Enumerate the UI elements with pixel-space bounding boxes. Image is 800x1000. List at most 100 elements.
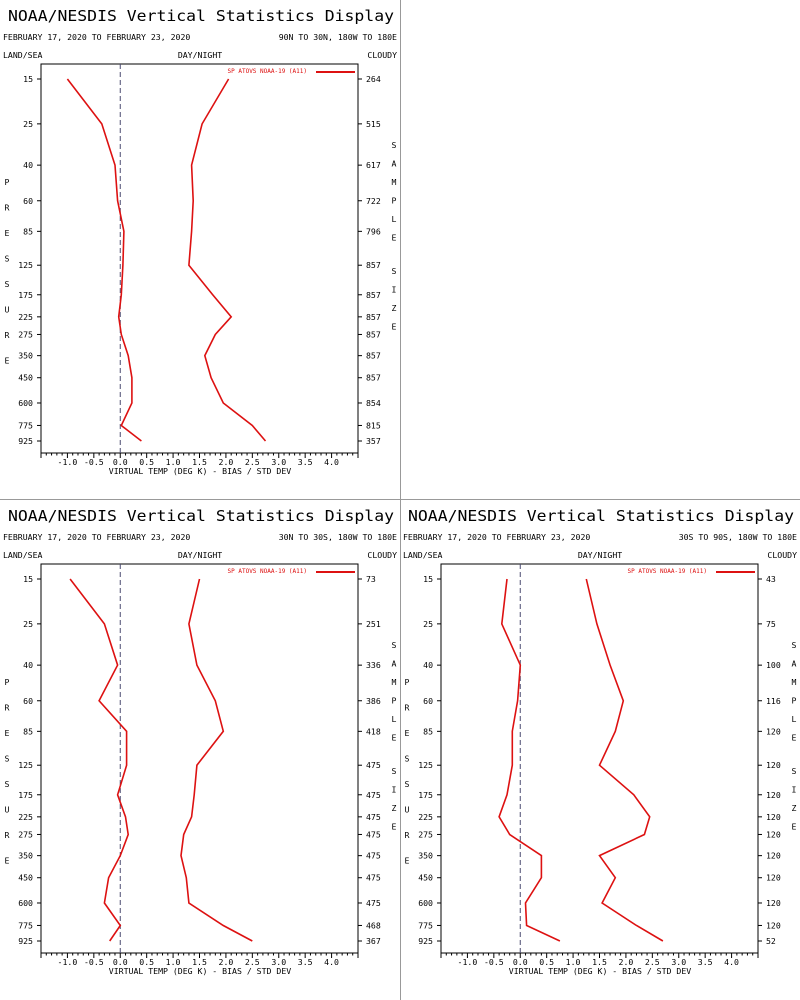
pressure-tick-label: 450 bbox=[18, 373, 33, 383]
x-tick-label: -0.5 bbox=[484, 957, 504, 967]
x-tick-label: 3.0 bbox=[271, 957, 286, 967]
x-tick-label: 2.5 bbox=[245, 957, 260, 967]
pressure-tick-label: 25 bbox=[423, 619, 433, 629]
pressure-axis-letter: E bbox=[5, 856, 10, 866]
x-tick-label: 0.0 bbox=[113, 457, 128, 467]
x-tick-label: 3.5 bbox=[298, 957, 313, 967]
sample-axis-letter: Z bbox=[392, 803, 397, 813]
pressure-axis-letter: R bbox=[405, 703, 410, 713]
sample-size-label: 120 bbox=[766, 851, 781, 861]
pressure-axis-letter: E bbox=[5, 356, 10, 366]
sample-axis-letter: A bbox=[392, 159, 397, 169]
sample-axis-letter: P bbox=[392, 196, 397, 206]
sample-axis-letter: P bbox=[792, 696, 797, 706]
sample-size-label: 386 bbox=[366, 696, 381, 706]
sample-size-label: 475 bbox=[366, 790, 381, 800]
x-tick-label: 0.0 bbox=[113, 957, 128, 967]
sample-axis-letter: L bbox=[392, 714, 397, 724]
pressure-tick-label: 600 bbox=[18, 398, 33, 408]
sample-axis-letter: Z bbox=[792, 803, 797, 813]
pressure-tick-label: 275 bbox=[18, 829, 33, 839]
sample-size-label: 75 bbox=[766, 619, 776, 629]
sample-size-label: 857 bbox=[366, 351, 381, 361]
pressure-axis-letter: R bbox=[5, 830, 10, 840]
pressure-tick-label: 175 bbox=[418, 790, 433, 800]
x-tick-label: -1.0 bbox=[458, 957, 478, 967]
pressure-tick-label: 275 bbox=[18, 329, 33, 339]
pressure-axis-letter: S bbox=[405, 754, 410, 764]
pressure-axis-letter: R bbox=[405, 830, 410, 840]
x-tick-label: 0.5 bbox=[539, 957, 554, 967]
legend-label: SP ATOVS NOAA-19 (A11) bbox=[228, 68, 307, 75]
pressure-axis-letter: S bbox=[5, 254, 10, 264]
sample-axis-letter: L bbox=[392, 214, 397, 224]
pressure-tick-label: 15 bbox=[423, 574, 433, 584]
sample-axis-letter: M bbox=[792, 677, 797, 687]
sample-size-label: 857 bbox=[366, 260, 381, 270]
plot-frame bbox=[40, 63, 359, 454]
land-sea-label: LAND/SEA bbox=[3, 550, 43, 560]
std-dev-line bbox=[585, 578, 664, 942]
pressure-tick-label: 775 bbox=[18, 920, 33, 930]
x-tick-label: 0.5 bbox=[139, 957, 154, 967]
sample-size-label: 120 bbox=[766, 790, 781, 800]
sample-size-label: 116 bbox=[766, 696, 781, 706]
pressure-axis-letter: U bbox=[5, 805, 10, 815]
pressure-tick-label: 60 bbox=[23, 696, 33, 706]
x-tick-label: 0.5 bbox=[139, 457, 154, 467]
chart-panel-tropics: NOAA/NESDIS Vertical Statistics Display F… bbox=[0, 500, 400, 1000]
sample-size-label: 475 bbox=[366, 760, 381, 770]
sample-axis-letter: A bbox=[392, 659, 397, 669]
sample-size-label: 815 bbox=[366, 420, 381, 430]
sample-size-label: 100 bbox=[766, 660, 781, 670]
pressure-tick-label: 775 bbox=[18, 420, 33, 430]
pressure-tick-label: 275 bbox=[418, 829, 433, 839]
pressure-tick-label: 450 bbox=[18, 873, 33, 883]
sample-size-label: 515 bbox=[366, 119, 381, 129]
sample-axis-letter: M bbox=[392, 177, 397, 187]
date-range: FEBRUARY 17, 2020 TO FEBRUARY 23, 2020 bbox=[403, 532, 590, 542]
sample-axis-letter: S bbox=[392, 766, 397, 776]
sample-size-label: 251 bbox=[366, 619, 381, 629]
sample-size-label: 357 bbox=[366, 436, 381, 446]
sample-axis-letter: E bbox=[392, 233, 397, 243]
pressure-tick-label: 350 bbox=[18, 351, 33, 361]
day-night-label: DAY/NIGHT bbox=[578, 550, 622, 560]
sample-size-label: 722 bbox=[366, 196, 381, 206]
pressure-axis-letter: P bbox=[5, 677, 10, 687]
sample-size-label: 475 bbox=[366, 851, 381, 861]
sample-size-label: 52 bbox=[766, 936, 776, 946]
sample-size-label: 120 bbox=[766, 760, 781, 770]
pressure-tick-label: 225 bbox=[18, 312, 33, 322]
pressure-tick-label: 175 bbox=[18, 290, 33, 300]
sample-axis-letter: E bbox=[392, 822, 397, 832]
sample-size-label: 73 bbox=[366, 574, 376, 584]
x-tick-label: 3.0 bbox=[271, 457, 286, 467]
sample-size-label: 120 bbox=[766, 812, 781, 822]
x-tick-label: 2.0 bbox=[219, 457, 234, 467]
pressure-axis-letter: S bbox=[405, 779, 410, 789]
sample-size-label: 857 bbox=[366, 290, 381, 300]
sample-size-label: 617 bbox=[366, 160, 381, 170]
x-tick-label: 2.0 bbox=[619, 957, 634, 967]
land-sea-label: LAND/SEA bbox=[3, 50, 43, 60]
legend-label: SP ATOVS NOAA-19 (A11) bbox=[228, 568, 307, 575]
date-range: FEBRUARY 17, 2020 TO FEBRUARY 23, 2020 bbox=[3, 532, 190, 542]
sample-axis-letter: I bbox=[792, 785, 797, 795]
x-tick-label: 1.5 bbox=[192, 457, 207, 467]
sample-axis-letter: S bbox=[392, 266, 397, 276]
sample-size-label: 854 bbox=[366, 398, 381, 408]
plot-frame bbox=[440, 563, 759, 954]
pressure-tick-label: 925 bbox=[18, 436, 33, 446]
x-axis-label: VIRTUAL TEMP (DEG K) - BIAS / STD DEV bbox=[109, 466, 291, 476]
pressure-tick-label: 25 bbox=[23, 619, 33, 629]
sample-axis-letter: Z bbox=[392, 303, 397, 313]
pressure-tick-label: 225 bbox=[418, 812, 433, 822]
sample-axis-letter: A bbox=[792, 659, 797, 669]
sample-size-label: 475 bbox=[366, 898, 381, 908]
region-label: 90N TO 30N, 180W TO 180E bbox=[279, 32, 397, 42]
pressure-tick-label: 600 bbox=[18, 898, 33, 908]
pressure-tick-label: 85 bbox=[23, 726, 33, 736]
pressure-tick-label: 600 bbox=[418, 898, 433, 908]
day-night-label: DAY/NIGHT bbox=[178, 550, 222, 560]
